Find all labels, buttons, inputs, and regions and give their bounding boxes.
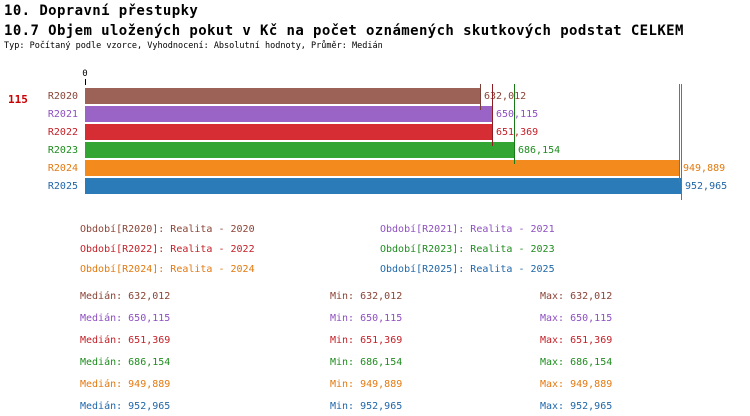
legend-item: Období[R2024]: Realita - 2024 bbox=[80, 264, 255, 275]
year-label: R2022 bbox=[47, 127, 78, 138]
value-bar bbox=[85, 124, 492, 140]
stat-min: Min: 651,369 bbox=[330, 335, 403, 346]
legend-item: Období[R2022]: Realita - 2022 bbox=[80, 244, 255, 255]
stat-min: Min: 949,889 bbox=[330, 379, 403, 390]
stat-median: Medián: 952,965 bbox=[80, 401, 171, 412]
row-number: 115 bbox=[8, 93, 28, 106]
value-bar bbox=[85, 106, 492, 122]
stat-max: Max: 650,115 bbox=[540, 313, 613, 324]
value-label: 686,154 bbox=[518, 145, 561, 156]
chart-meta: Typ: Počítaný podle vzorce, Vyhodnocení:… bbox=[4, 41, 383, 51]
legend-item: Období[R2021]: Realita - 2021 bbox=[380, 224, 555, 235]
stat-max: Max: 952,965 bbox=[540, 401, 613, 412]
report-title: 10. Dopravní přestupky bbox=[4, 3, 199, 19]
stat-min: Min: 952,965 bbox=[330, 401, 403, 412]
year-label: R2020 bbox=[47, 91, 78, 102]
value-bar bbox=[85, 88, 480, 104]
legend-item: Období[R2020]: Realita - 2020 bbox=[80, 224, 255, 235]
year-label: R2024 bbox=[47, 163, 78, 174]
axis-zero-label: 0 bbox=[82, 69, 88, 79]
marker-line bbox=[480, 84, 481, 110]
value-label: 952,965 bbox=[685, 181, 728, 192]
stat-median: Medián: 650,115 bbox=[80, 313, 171, 324]
stat-max: Max: 651,369 bbox=[540, 335, 613, 346]
marker-line bbox=[492, 84, 493, 146]
value-label: 650,115 bbox=[496, 109, 539, 120]
value-label: 632,012 bbox=[484, 91, 527, 102]
marker-line bbox=[681, 84, 682, 200]
marker-line bbox=[679, 84, 680, 182]
stat-min: Min: 632,012 bbox=[330, 291, 403, 302]
stat-median: Medián: 632,012 bbox=[80, 291, 171, 302]
year-label: R2023 bbox=[47, 145, 78, 156]
value-bar bbox=[85, 160, 679, 176]
axis-origin-tick bbox=[85, 79, 86, 85]
year-label: R2021 bbox=[47, 109, 78, 120]
legend-item: Období[R2025]: Realita - 2025 bbox=[380, 264, 555, 275]
stat-max: Max: 686,154 bbox=[540, 357, 613, 368]
stat-min: Min: 686,154 bbox=[330, 357, 403, 368]
legend-item: Období[R2023]: Realita - 2023 bbox=[380, 244, 555, 255]
marker-line bbox=[514, 84, 515, 164]
stat-median: Medián: 651,369 bbox=[80, 335, 171, 346]
value-bar bbox=[85, 178, 681, 194]
value-bar bbox=[85, 142, 514, 158]
year-label: R2025 bbox=[47, 181, 78, 192]
stat-max: Max: 949,889 bbox=[540, 379, 613, 390]
stat-median: Medián: 686,154 bbox=[80, 357, 171, 368]
stat-min: Min: 650,115 bbox=[330, 313, 403, 324]
stat-max: Max: 632,012 bbox=[540, 291, 613, 302]
value-label: 949,889 bbox=[683, 163, 726, 174]
stat-median: Medián: 949,889 bbox=[80, 379, 171, 390]
value-label: 651,369 bbox=[496, 127, 539, 138]
chart-title: 10.7 Objem uložených pokut v Kč na počet… bbox=[4, 23, 684, 39]
